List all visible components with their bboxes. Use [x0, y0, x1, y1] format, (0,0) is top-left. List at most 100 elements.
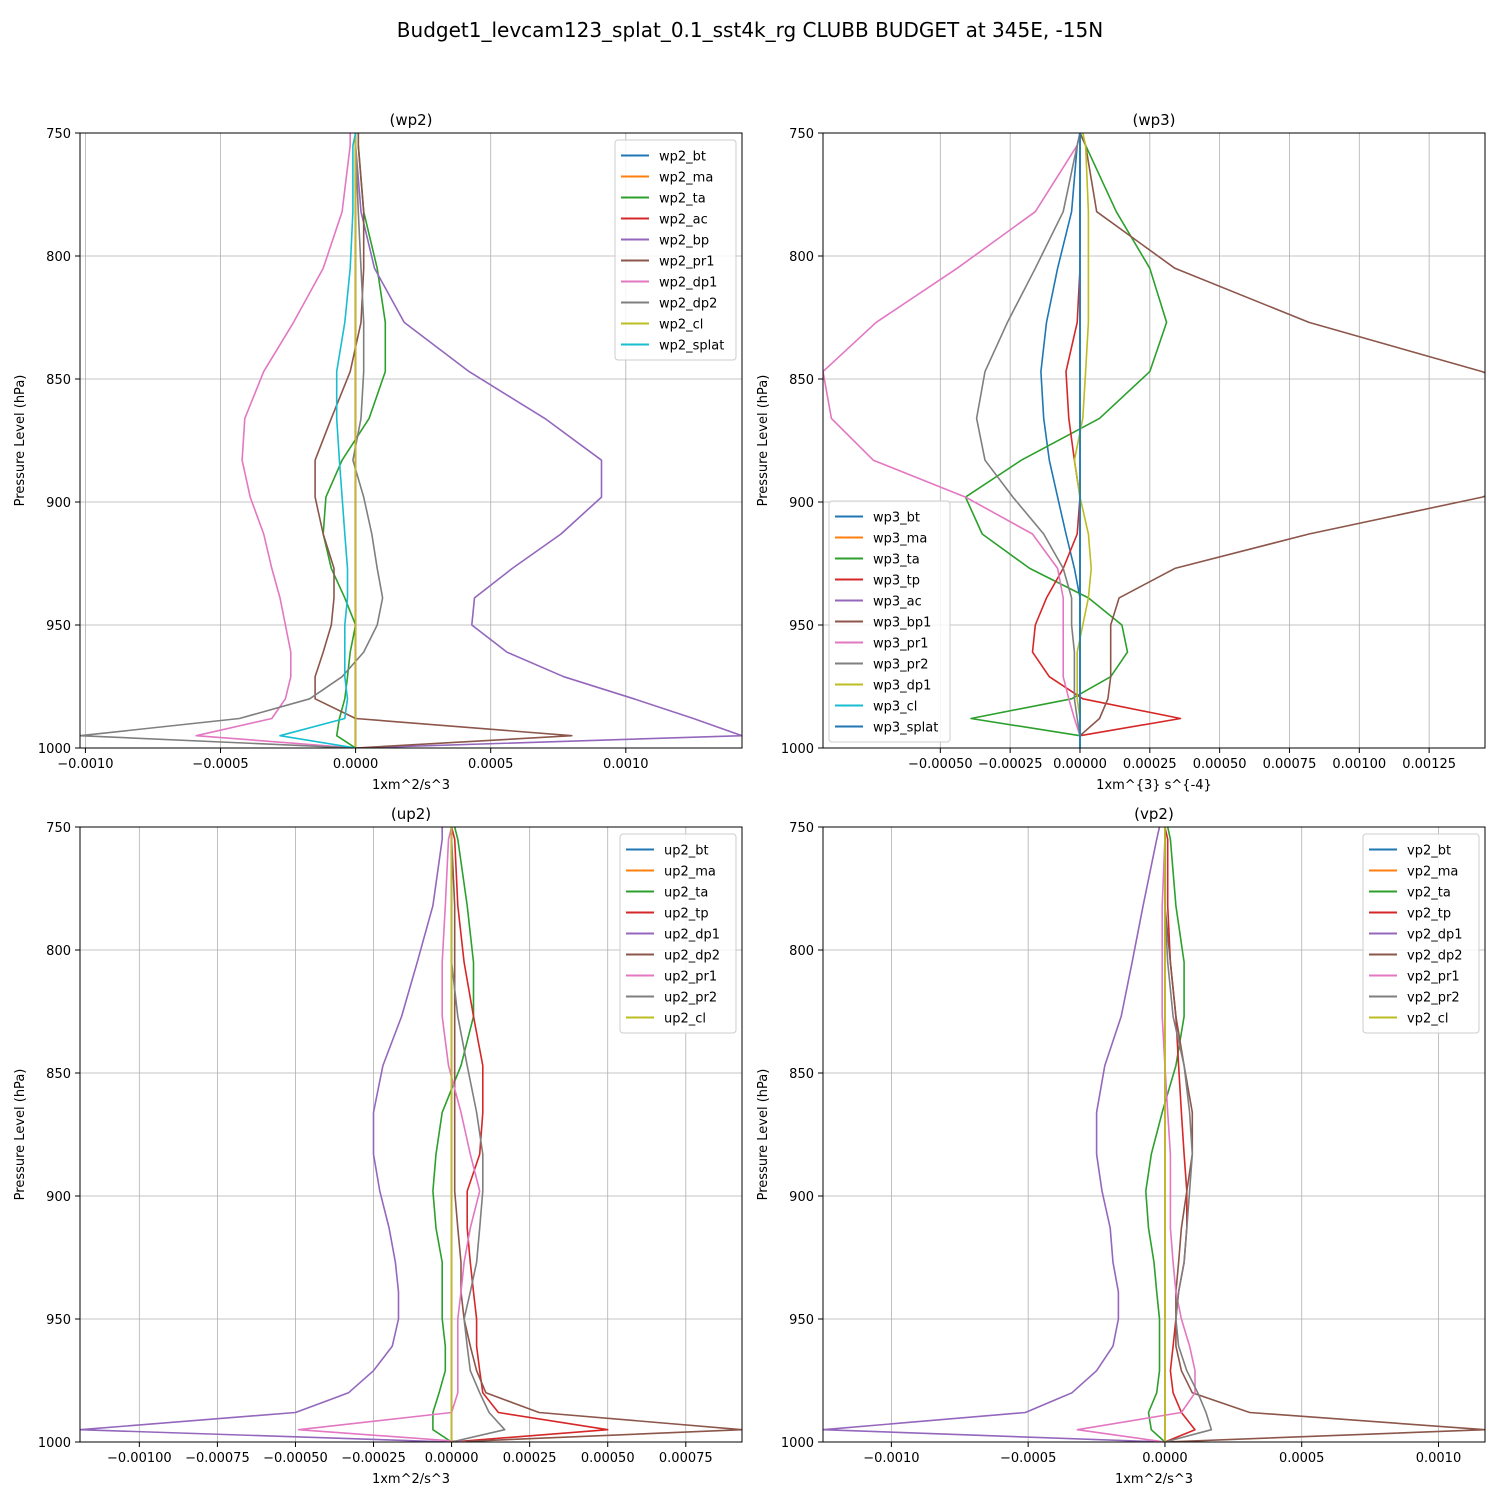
chart-1-ytick-label-3: 900	[789, 496, 814, 511]
chart-1-legend-label-wp3_pr1: wp3_pr1	[873, 637, 929, 652]
chart-2-legend-label-up2_cl: up2_cl	[664, 1012, 706, 1027]
chart-0-legend-label-wp2_ta: wp2_ta	[659, 192, 706, 207]
chart-1-legend-label-wp3_tp: wp3_tp	[873, 574, 920, 589]
chart-2-ytick-label-1: 800	[46, 944, 71, 959]
chart-1-xtick-label-4: 0.00050	[1193, 757, 1247, 772]
chart-1-axes-frame	[822, 132, 1486, 749]
chart-2-series-up2_tp	[450, 827, 609, 1442]
chart-1-xtick-label-2: 0.00000	[1053, 757, 1107, 772]
chart-2-xtick-label-3: −0.00025	[341, 1451, 406, 1466]
chart-3-ytick-label-3: 900	[789, 1190, 814, 1205]
chart-0-ylabel: Pressure Level (hPa)	[13, 375, 28, 507]
chart-3-series-vp2_dp2	[1164, 827, 1485, 1442]
chart-0-ytick-label-5: 1000	[38, 742, 71, 757]
chart-0-ytick-label-2: 850	[46, 373, 71, 388]
chart-2-ytick-label-5: 1000	[38, 1436, 71, 1451]
chart-0-xlabel: 1xm^2/s^3	[372, 778, 450, 793]
chart-3-legend-label-vp2_pr2: vp2_pr2	[1407, 991, 1460, 1006]
chart-0-xtick-label-4: 0.0010	[603, 757, 649, 772]
chart-3-legend: vp2_bt vp2_ma vp2_ta vp2_tp vp2_dp1 vp2_dp2vp…	[1362, 833, 1480, 1034]
chart-0-legend-label-wp2_dp1: wp2_dp1	[659, 276, 717, 291]
chart-0-series-wp2_dp2	[80, 133, 384, 748]
chart-2-xtick-label-7: 0.00075	[659, 1451, 713, 1466]
chart-1-legend-label-wp3_ac: wp3_ac	[873, 595, 922, 610]
chart-2-series-group	[80, 827, 742, 1442]
chart-2-xtick-label-0: −0.00100	[107, 1451, 172, 1466]
chart-3-xtick-label-2: 0.0000	[1142, 1451, 1188, 1466]
chart-0-series-wp2_bp	[354, 133, 742, 748]
chart-3-series-group	[823, 827, 1485, 1442]
chart-1-legend-label-wp3_bt: wp3_bt	[873, 511, 920, 526]
chart-3-ytick-label-2: 850	[789, 1067, 814, 1082]
figure-suptitle: Budget1_levcam123_splat_0.1_sst4k_rg CLU…	[397, 18, 1103, 42]
chart-1-legend-label-wp3_pr2: wp3_pr2	[873, 658, 929, 673]
chart-3-legend-label-vp2_dp2: vp2_dp2	[1407, 949, 1463, 964]
chart-2-title: (up2)	[391, 805, 431, 823]
chart-3-xtick-label-1: −0.0005	[1000, 1451, 1056, 1466]
chart-2-ytick-label-2: 850	[46, 1067, 71, 1082]
chart-0-series-wp2_splat	[279, 133, 357, 748]
chart-3-legend-label-vp2_pr1: vp2_pr1	[1407, 970, 1460, 985]
chart-2-xtick-label-1: −0.00075	[185, 1451, 250, 1466]
chart-0-legend-box	[614, 139, 737, 361]
chart-3-ytick-label-5: 1000	[781, 1436, 814, 1451]
chart-3-series-vp2_pr1	[1076, 827, 1196, 1442]
chart-0-xtick-label-1: −0.0005	[192, 757, 248, 772]
chart-2-legend-label-up2_tp: up2_tp	[664, 907, 709, 922]
chart-1-legend: wp3_bt wp3_ma wp3_ta wp3_tp wp3_ac wp3_bp1 wp3…	[828, 500, 951, 743]
chart-0-axes-frame	[79, 132, 743, 749]
chart-2-ytick-label-3: 900	[46, 1190, 71, 1205]
chart-1-xtick-label-7: 0.00125	[1402, 757, 1456, 772]
chart-2-series-up2_dp1	[80, 827, 452, 1442]
chart-0-series-wp2_dp1	[195, 133, 356, 748]
chart-2-series-up2_dp2	[450, 827, 742, 1442]
chart-3-xlabel: 1xm^2/s^3	[1115, 1472, 1193, 1487]
chart-1-series-group	[823, 133, 1485, 748]
chart-1-legend-label-wp3_bp1: wp3_bp1	[873, 616, 931, 631]
chart-3-series-vp2_ta	[1145, 827, 1185, 1442]
chart-0-legend-label-wp2_ac: wp2_ac	[659, 213, 708, 228]
chart-2-ylabel: Pressure Level (hPa)	[13, 1069, 28, 1201]
chart-2-xtick-label-5: 0.00025	[503, 1451, 557, 1466]
chart-0-series-group	[80, 133, 742, 748]
chart-3-ylabel: Pressure Level (hPa)	[756, 1069, 771, 1201]
chart-1-legend-label-wp3_ta: wp3_ta	[873, 553, 920, 568]
chart-0-ytick-label-1: 800	[46, 250, 71, 265]
chart-2-legend-box	[619, 833, 737, 1034]
chart-0-xtick-label-2: 0.0000	[333, 757, 379, 772]
chart-3-legend-label-vp2_ta: vp2_ta	[1407, 886, 1451, 901]
chart-1-title: (wp3)	[1132, 111, 1175, 129]
chart-3-legend-label-vp2_ma: vp2_ma	[1407, 865, 1458, 880]
chart-1-series-wp3_ta	[964, 133, 1168, 748]
chart-1-series-wp3_dp1	[1073, 133, 1092, 748]
chart-2-xtick-label-6: 0.00050	[581, 1451, 635, 1466]
chart-3-legend-label-vp2_dp1: vp2_dp1	[1407, 928, 1463, 943]
chart-0-legend-label-wp2_splat: wp2_splat	[659, 339, 724, 354]
chart-2-legend-label-up2_dp2: up2_dp2	[664, 949, 720, 964]
chart-0-legend-label-wp2_pr1: wp2_pr1	[659, 255, 715, 270]
chart-3-xtick-label-3: 0.0005	[1279, 1451, 1325, 1466]
chart-3-panel: −0.0010 −0.0005 0.0000 0.0005 0.0010 750 800 85…	[756, 805, 1486, 1487]
chart-0-title: (wp2)	[389, 111, 432, 129]
chart-1-xtick-label-3: 0.00025	[1123, 757, 1177, 772]
chart-3-title: (vp2)	[1134, 805, 1174, 823]
chart-3-legend-label-vp2_cl: vp2_cl	[1407, 1012, 1448, 1027]
chart-3-axes-frame	[822, 826, 1486, 1443]
chart-0-legend-label-wp2_bp: wp2_bp	[659, 234, 709, 249]
chart-2-xtick-label-2: −0.00050	[263, 1451, 328, 1466]
chart-2-legend-label-up2_pr1: up2_pr1	[664, 970, 717, 985]
chart-2-xtick-label-4: 0.00000	[425, 1451, 479, 1466]
chart-2-legend-label-up2_ta: up2_ta	[664, 886, 708, 901]
chart-1-ytick-label-1: 800	[789, 250, 814, 265]
chart-1-legend-label-wp3_ma: wp3_ma	[873, 532, 927, 547]
chart-0-xtick-label-3: 0.0005	[468, 757, 514, 772]
chart-3-ytick-label-1: 800	[789, 944, 814, 959]
chart-3-ytick-label-0: 750	[789, 821, 814, 836]
chart-2-legend-label-up2_ma: up2_ma	[664, 865, 716, 880]
chart-2-panel: −0.00100 −0.00075 −0.00050 −0.00025 0.00000 0…	[13, 805, 743, 1487]
chart-1-legend-label-wp3_dp1: wp3_dp1	[873, 679, 931, 694]
chart-0-ytick-label-4: 950	[46, 619, 71, 634]
chart-1-series-wp3_bp1	[1079, 133, 1485, 748]
